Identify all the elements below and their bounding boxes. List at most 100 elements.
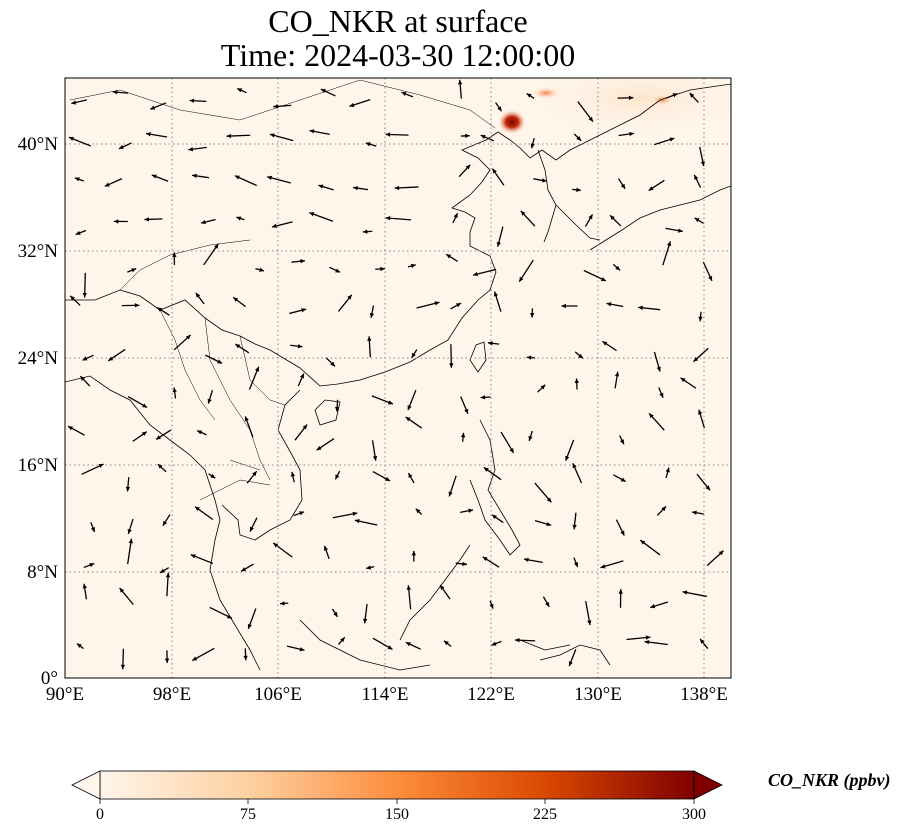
- wind-vector-head: [334, 406, 340, 412]
- wind-vector-head: [462, 561, 467, 567]
- wind-vector-head: [323, 545, 329, 551]
- wind-vector-head: [252, 471, 257, 477]
- wind-vector-head: [460, 432, 466, 438]
- wind-vector-head: [144, 217, 150, 222]
- wind-vector-head: [468, 508, 474, 513]
- colorbar-tick-label: 0: [96, 806, 104, 823]
- wind-vector-head: [666, 241, 672, 247]
- wind-vector-head: [692, 510, 697, 515]
- wind-vector-head: [68, 136, 74, 141]
- wind-vector-head: [465, 164, 471, 170]
- wind-vector-head: [301, 308, 307, 313]
- wind-vector-head: [302, 424, 308, 430]
- wind-vector-head: [347, 294, 352, 300]
- wind-vector-head: [650, 604, 656, 609]
- wind-vector-head: [354, 519, 360, 524]
- wind-vector-head: [405, 642, 411, 647]
- wind-vector-head: [150, 105, 156, 110]
- wind-vector-head: [151, 174, 157, 179]
- wind-vector-head: [565, 455, 570, 461]
- wind-vector-head: [509, 447, 514, 453]
- wind-vector-head: [520, 210, 526, 216]
- wind-vector-head: [235, 344, 241, 349]
- wind-vector-head: [628, 95, 634, 101]
- wind-vector-head: [80, 376, 86, 381]
- wind-vector-head: [233, 297, 239, 302]
- wind-vector-head: [698, 409, 703, 415]
- wind-vector-head: [638, 305, 643, 311]
- wind-vector-head: [243, 655, 248, 661]
- wind-vector-head: [112, 90, 118, 95]
- wind-vector-head: [363, 618, 368, 624]
- wind-vector-head: [279, 601, 285, 606]
- wind-vector-head: [456, 303, 462, 308]
- wind-vector-head: [443, 640, 449, 646]
- wind-vector-head: [473, 271, 478, 277]
- wind-vector-head: [236, 216, 242, 221]
- wind-vector-head: [104, 182, 110, 187]
- wind-vector-head: [453, 213, 458, 219]
- wind-vector-head: [546, 521, 552, 527]
- wind-vector-head: [530, 312, 535, 318]
- wind-vector-head: [82, 356, 88, 361]
- wind-vector-head: [480, 395, 486, 400]
- wind-vector-head: [299, 373, 304, 379]
- wind-vector-head: [491, 514, 497, 520]
- wind-vector-head: [164, 658, 170, 664]
- wind-vector-head: [259, 267, 265, 272]
- wind-vector-head: [491, 641, 497, 646]
- y-tick-labels: 0° 8°N 16°N 24°N 32°N 40°N: [18, 134, 59, 689]
- wind-vector-head: [619, 439, 624, 445]
- wind-vector-head: [482, 556, 488, 562]
- colorbar-gradient: [99, 770, 695, 800]
- wind-vector-head: [74, 177, 80, 182]
- wind-vector-head: [545, 601, 550, 607]
- wind-vector-head: [134, 303, 140, 308]
- wind-vector-head: [299, 647, 305, 652]
- wind-vector-head: [237, 88, 243, 93]
- wind-vector-head: [405, 417, 411, 422]
- wind-vector-head: [677, 228, 683, 233]
- concentration-hotspot-minor: [532, 87, 560, 99]
- wind-vector-head: [127, 528, 132, 534]
- colorbar-label: CO_NKR (ppbv): [768, 770, 891, 790]
- wind-vector-head: [406, 585, 411, 590]
- wind-vector-head: [387, 645, 393, 650]
- wind-vector-head: [108, 356, 114, 361]
- wind-vector-head: [385, 132, 391, 137]
- wind-vector-head: [172, 387, 177, 393]
- wind-vector-head: [665, 467, 670, 473]
- y-tick-label: 16°N: [18, 455, 59, 476]
- wind-vector-head: [708, 275, 713, 281]
- wind-vector-head: [90, 527, 95, 533]
- wind-vector-head: [71, 100, 77, 105]
- wind-vector-head: [578, 353, 583, 359]
- wind-vector-head: [226, 133, 232, 139]
- wind-vector-head: [146, 132, 151, 137]
- wind-vector-head: [309, 212, 315, 217]
- wind-vector-head: [449, 363, 454, 368]
- wind-vector-head: [247, 623, 252, 629]
- wind-vector-head: [372, 455, 378, 461]
- wind-vector-head: [141, 431, 147, 437]
- wind-vector-head: [526, 355, 532, 360]
- colorbar-tick-label: 300: [682, 806, 706, 823]
- wind-vector-head: [366, 565, 372, 570]
- wind-vector-head: [492, 168, 497, 174]
- x-tick-label: 122°E: [467, 684, 515, 705]
- wind-vector-head: [487, 341, 493, 346]
- wind-vector-head: [273, 104, 279, 109]
- wind-vector-head: [669, 137, 675, 142]
- wind-vector-head: [157, 464, 163, 469]
- wind-vector-head: [645, 635, 651, 640]
- wind-vector-head: [542, 178, 547, 183]
- y-tick-label: 40°N: [18, 134, 59, 155]
- wind-vectors: [67, 79, 725, 670]
- wind-vector-head: [718, 550, 724, 556]
- wind-vector-head: [415, 508, 421, 514]
- wind-vector-head: [644, 639, 650, 645]
- map-background: [65, 78, 731, 678]
- wind-vector-head: [271, 223, 277, 229]
- wind-vector-head: [241, 567, 247, 572]
- wind-vector-head: [600, 277, 606, 281]
